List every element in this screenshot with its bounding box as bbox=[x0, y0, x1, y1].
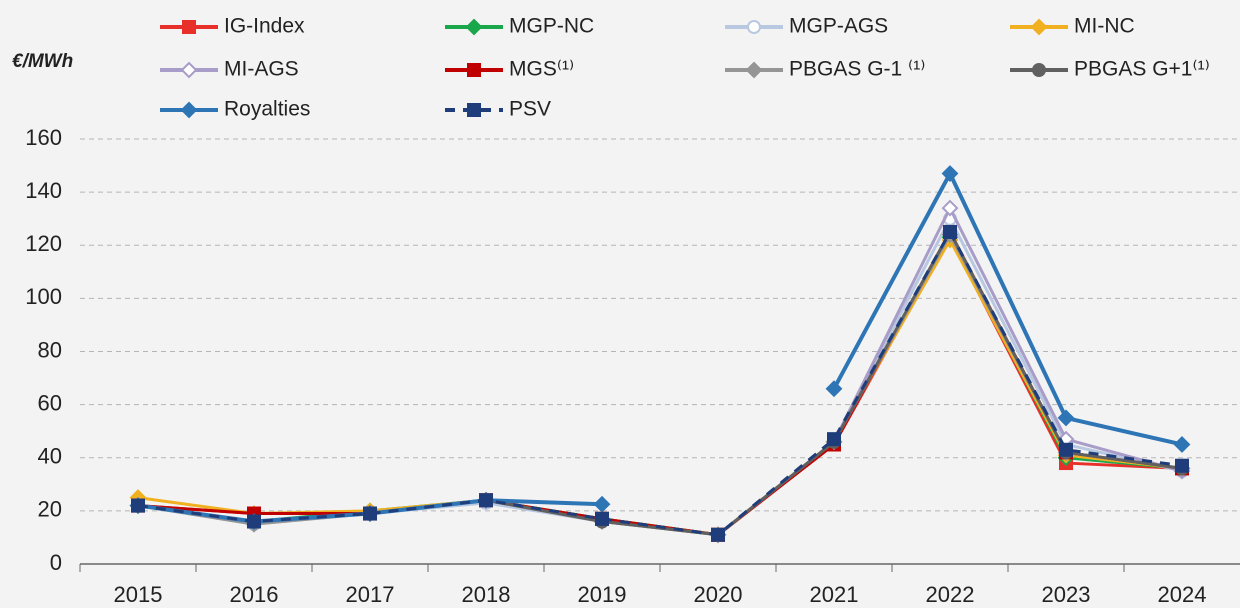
x-tick-label: 2019 bbox=[578, 582, 627, 607]
y-tick-label: 100 bbox=[25, 284, 62, 309]
marker bbox=[479, 493, 493, 508]
marker bbox=[711, 527, 725, 542]
legend-label: PBGAS G+1⁽¹⁾ bbox=[1074, 58, 1210, 81]
marker bbox=[825, 380, 843, 398]
legend-label: Royalties bbox=[224, 98, 310, 121]
marker bbox=[467, 103, 481, 117]
marker bbox=[467, 63, 481, 77]
marker bbox=[747, 20, 761, 34]
y-tick-label: 20 bbox=[38, 497, 62, 522]
marker bbox=[182, 20, 196, 34]
y-tick-label: 0 bbox=[50, 550, 62, 575]
marker bbox=[941, 165, 959, 182]
marker bbox=[745, 61, 763, 79]
y-tick-label: 140 bbox=[25, 178, 62, 203]
series-line bbox=[137, 171, 1183, 524]
marker bbox=[180, 61, 198, 79]
x-tick-label: 2023 bbox=[1042, 582, 1091, 607]
x-tick-label: 2015 bbox=[114, 582, 163, 607]
legend-label: IG-Index bbox=[224, 15, 305, 38]
x-tick-label: 2022 bbox=[926, 582, 975, 607]
marker bbox=[363, 506, 377, 521]
marker bbox=[131, 498, 145, 513]
series-line bbox=[137, 238, 1183, 537]
y-axis-label: €/MWh bbox=[12, 51, 73, 72]
marker bbox=[465, 18, 483, 36]
marker bbox=[593, 495, 611, 513]
marker bbox=[247, 514, 261, 529]
marker bbox=[180, 101, 198, 119]
x-tick-label: 2017 bbox=[346, 582, 395, 607]
series-line bbox=[137, 230, 1183, 537]
legend-label: MI-NC bbox=[1074, 15, 1135, 38]
marker bbox=[941, 199, 959, 217]
x-tick-label: 2020 bbox=[694, 582, 743, 607]
y-tick-label: 160 bbox=[25, 125, 62, 150]
marker bbox=[1030, 18, 1048, 36]
series-line bbox=[137, 235, 1183, 537]
marker bbox=[1057, 409, 1075, 427]
legend-label: PBGAS G-1 ⁽¹⁾ bbox=[789, 58, 925, 81]
marker bbox=[827, 432, 841, 447]
marker bbox=[1059, 442, 1073, 457]
y-tick-label: 40 bbox=[38, 444, 62, 469]
x-tick-label: 2018 bbox=[462, 582, 511, 607]
marker bbox=[595, 511, 609, 526]
legend-label: MI-AGS bbox=[224, 58, 299, 81]
x-tick-label: 2024 bbox=[1158, 582, 1207, 607]
y-tick-label: 80 bbox=[38, 337, 62, 362]
marker bbox=[1173, 436, 1191, 453]
series-line bbox=[137, 206, 1183, 537]
legend-label: MGP-NC bbox=[509, 15, 594, 38]
marker bbox=[1032, 63, 1046, 77]
x-tick-label: 2016 bbox=[230, 582, 279, 607]
legend-label: MGS⁽¹⁾ bbox=[509, 58, 574, 81]
legend-label: PSV bbox=[509, 98, 551, 121]
y-tick-label: 60 bbox=[38, 390, 62, 415]
x-tick-label: 2021 bbox=[810, 582, 859, 607]
y-tick-label: 120 bbox=[25, 231, 62, 256]
marker bbox=[943, 224, 957, 239]
marker bbox=[1175, 458, 1189, 473]
legend-label: MGP-AGS bbox=[789, 15, 888, 38]
